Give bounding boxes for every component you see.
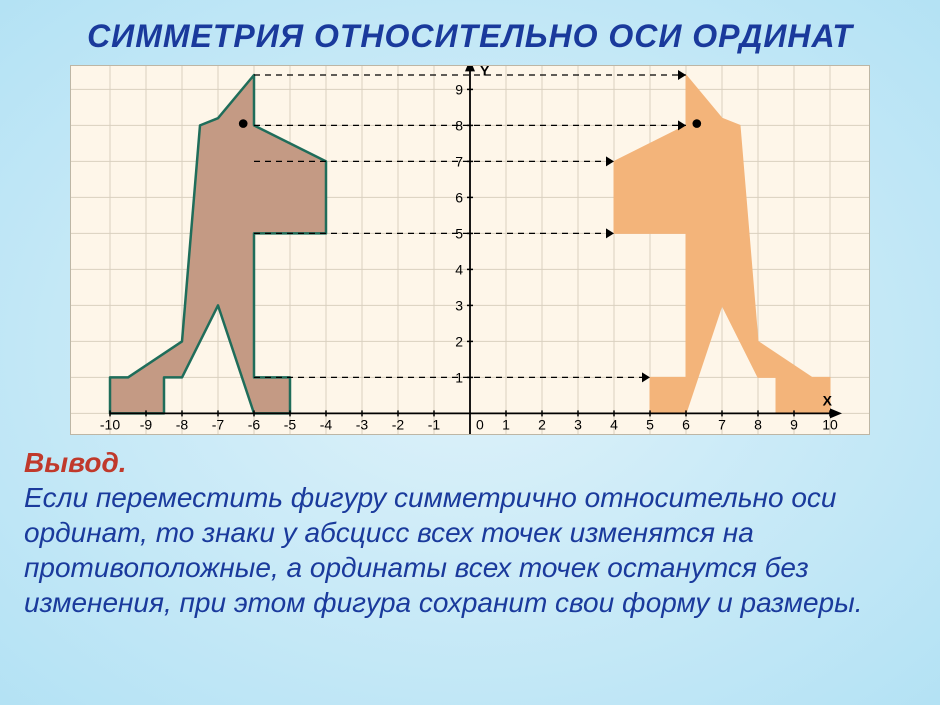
svg-text:X: X	[823, 392, 833, 408]
svg-text:1: 1	[455, 369, 463, 385]
svg-text:-2: -2	[392, 416, 405, 432]
svg-text:7: 7	[718, 416, 726, 432]
svg-text:-8: -8	[176, 416, 189, 432]
svg-text:3: 3	[455, 297, 463, 313]
svg-text:0: 0	[476, 416, 484, 432]
svg-text:-4: -4	[320, 416, 333, 432]
conclusion-heading: Вывод.	[24, 447, 127, 478]
right-dog-shape-eye	[692, 119, 701, 128]
svg-text:-7: -7	[212, 416, 225, 432]
svg-text:8: 8	[455, 117, 463, 133]
svg-text:5: 5	[646, 416, 654, 432]
svg-text:2: 2	[538, 416, 546, 432]
svg-text:-6: -6	[248, 416, 261, 432]
svg-text:-5: -5	[284, 416, 297, 432]
conclusion-body: Если переместить фигуру симметрично отно…	[24, 482, 862, 618]
svg-text:Y: Y	[480, 65, 490, 78]
svg-text:9: 9	[790, 416, 798, 432]
svg-text:6: 6	[682, 416, 690, 432]
svg-text:5: 5	[455, 225, 463, 241]
symmetry-chart: -10 -9 -8 -7 -6 -5 -4 -3 -2 -1 1 2 3 4 5 6 7 8 9 10 1 2 3 4 5 6 7 8…	[70, 65, 870, 435]
conclusion-block: Вывод. Если переместить фигуру симметрич…	[24, 445, 916, 620]
page-title: СИММЕТРИЯ ОТНОСИТЕЛЬНО ОСИ ОРДИНАТ	[24, 18, 916, 55]
svg-text:-9: -9	[140, 416, 153, 432]
svg-text:1: 1	[502, 416, 510, 432]
svg-text:4: 4	[455, 261, 463, 277]
svg-text:6: 6	[455, 189, 463, 205]
svg-text:10: 10	[822, 416, 838, 432]
svg-text:7: 7	[455, 153, 463, 169]
svg-text:-10: -10	[100, 416, 120, 432]
svg-text:-1: -1	[428, 416, 441, 432]
svg-text:2: 2	[455, 333, 463, 349]
svg-text:4: 4	[610, 416, 618, 432]
svg-text:9: 9	[455, 81, 463, 97]
svg-text:8: 8	[754, 416, 762, 432]
svg-text:3: 3	[574, 416, 582, 432]
left-dog-shape-eye	[239, 119, 248, 128]
svg-text:-3: -3	[356, 416, 369, 432]
